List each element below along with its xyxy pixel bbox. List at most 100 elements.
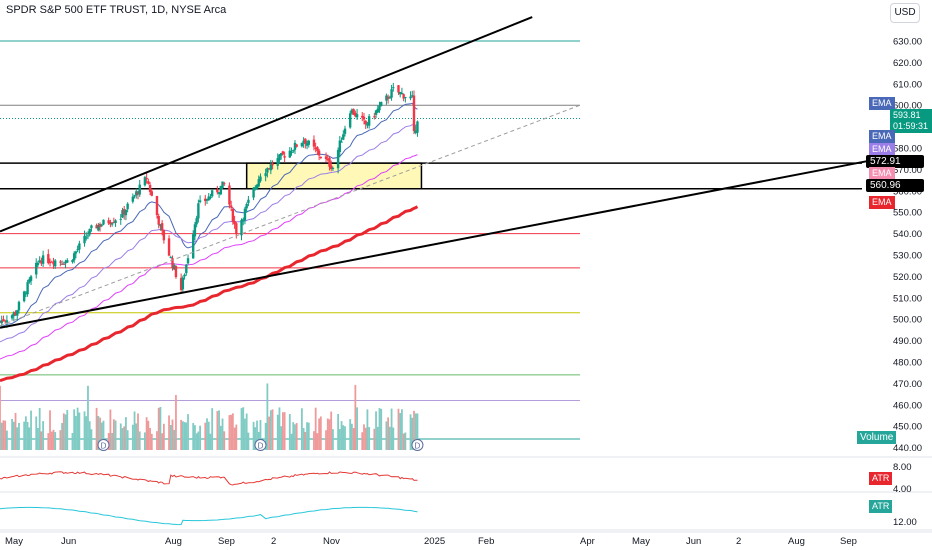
candle-body	[38, 260, 41, 262]
volume-bar	[221, 418, 224, 450]
candle-body	[155, 195, 159, 216]
candle-body	[126, 203, 129, 210]
candle-body	[124, 210, 128, 216]
x-tick-label: 2025	[424, 536, 445, 547]
volume-bar	[156, 431, 158, 450]
volume-bar	[40, 431, 43, 450]
volume-bar	[0, 385, 1, 450]
candle-body	[40, 260, 43, 264]
y-tick-label: 500.00	[893, 315, 922, 326]
volume-bar	[388, 426, 391, 450]
trendlines	[0, 16, 881, 329]
current-price: 593.81	[893, 110, 921, 120]
volume-bar	[411, 417, 414, 450]
candle-body	[5, 320, 9, 323]
volume-bar	[114, 420, 117, 450]
candle-body	[110, 223, 114, 225]
volume-bar	[368, 427, 371, 450]
candle-body	[254, 187, 257, 190]
volume-bar	[183, 422, 186, 450]
candle-body	[307, 140, 310, 145]
volume-bar	[75, 415, 77, 450]
volume-bar	[0, 422, 3, 450]
candle-body	[392, 87, 395, 89]
candle-body	[114, 220, 117, 224]
volume-bar	[356, 407, 358, 450]
candle-body	[169, 257, 172, 259]
candle-body	[62, 263, 66, 265]
candle-body	[266, 168, 269, 173]
candle-body	[10, 315, 14, 319]
candle-body	[136, 192, 140, 195]
volume-bar	[314, 407, 317, 450]
level-upper-tag: 572.91	[866, 155, 924, 168]
candle-body	[147, 181, 150, 184]
volume-bar	[378, 408, 381, 450]
candle-body	[355, 114, 359, 118]
candle-body	[0, 320, 3, 324]
horizontal-levels	[0, 40, 862, 440]
candle-body	[386, 96, 390, 99]
x-tick-label: 2	[736, 536, 741, 547]
volume-bar	[112, 419, 115, 450]
candle-body	[336, 150, 340, 169]
candle-body	[404, 97, 407, 99]
volume-bar	[337, 413, 339, 450]
volume-bar	[302, 427, 305, 450]
volume-bar	[144, 432, 146, 450]
candle-body	[195, 218, 198, 225]
candle-body	[181, 277, 185, 290]
ema-50-line	[0, 124, 418, 343]
volume-bar	[95, 407, 98, 450]
candle-body	[276, 158, 279, 166]
candle-body	[197, 203, 200, 219]
volume-bar	[204, 422, 207, 450]
candle-body	[83, 235, 86, 244]
candle-body	[252, 187, 255, 198]
candle-body	[380, 101, 383, 107]
volume-bar	[316, 433, 319, 450]
volume-bar	[194, 425, 196, 450]
volume-bar	[266, 383, 269, 450]
volume-bar	[218, 410, 220, 450]
volume-bar	[83, 411, 86, 450]
volume-bar	[385, 421, 388, 450]
volume-bar	[50, 431, 53, 450]
volume-bar	[85, 416, 88, 450]
y-tick-label: 440.00	[893, 443, 922, 454]
volume-bar	[290, 433, 293, 450]
volume-bar	[397, 408, 400, 450]
x-tick-label: Feb	[478, 536, 494, 547]
volume-bar	[38, 407, 41, 450]
volume-bar	[352, 428, 355, 450]
candle-body	[14, 312, 17, 316]
volume-bar	[109, 409, 112, 450]
candle-body	[22, 291, 26, 302]
candle-body	[317, 150, 321, 156]
volume-bar	[325, 430, 327, 450]
volume-bar	[392, 427, 395, 450]
volume-bar	[230, 414, 233, 450]
candle-body	[271, 163, 274, 166]
volume-bar	[157, 407, 160, 450]
volume-bar	[363, 424, 365, 450]
candle-body	[59, 261, 62, 263]
y-tick-label: 450.00	[893, 422, 922, 433]
candle-body	[60, 263, 64, 265]
candle-body	[12, 312, 15, 317]
y-tick-label: 570.00	[893, 165, 922, 176]
volume-bar	[24, 416, 27, 450]
volume-bar	[280, 426, 283, 450]
volume-bar	[240, 408, 243, 450]
volume-bar	[269, 410, 272, 450]
candle-body	[150, 191, 153, 196]
volume-bar	[192, 423, 195, 450]
candle-body	[41, 255, 45, 264]
dividend-circle	[411, 439, 424, 451]
candle-body	[340, 141, 343, 143]
atr2-label: ATR	[869, 500, 893, 513]
currency-button[interactable]: USD	[890, 3, 920, 23]
candle-body	[219, 185, 222, 195]
